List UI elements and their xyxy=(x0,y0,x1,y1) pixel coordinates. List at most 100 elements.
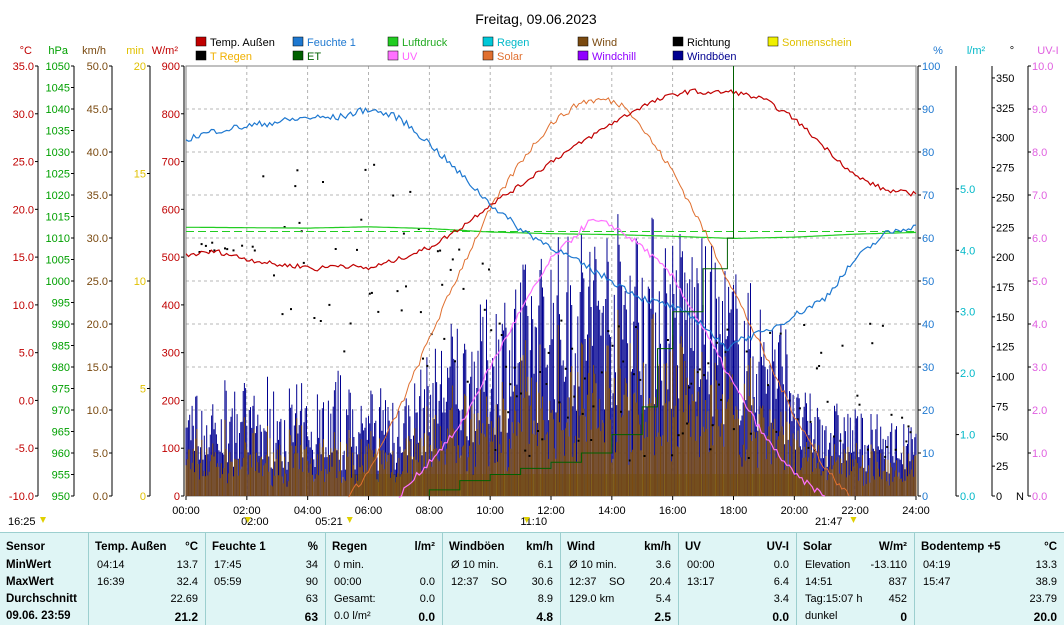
direction-point xyxy=(711,424,714,427)
direction-point xyxy=(498,322,501,325)
stats-cell: Tag:15:07 h xyxy=(805,593,863,605)
direction-point xyxy=(686,422,689,425)
stats-cell: 452 xyxy=(888,593,907,605)
direction-point xyxy=(688,386,691,389)
direction-point xyxy=(803,324,806,326)
sun-marker-label: 16:25 xyxy=(8,516,36,528)
direction-point xyxy=(745,350,748,353)
right-axis-tick-label: 50 xyxy=(996,431,1008,443)
stats-cell: 837 xyxy=(888,576,907,588)
legend-swatch xyxy=(292,36,304,47)
left-axis-tick-label: 5.0 xyxy=(93,448,108,460)
direction-point xyxy=(349,322,352,325)
right-axis-tick-label: 70 xyxy=(922,190,934,202)
stats-cell: 12:37 xyxy=(451,576,479,588)
right-axis-tick-label: 2.0 xyxy=(960,368,975,380)
direction-point xyxy=(439,249,442,252)
direction-point xyxy=(807,446,810,449)
direction-point xyxy=(488,268,490,271)
direction-point xyxy=(809,420,812,423)
left-axis-tick-label: 20.0 xyxy=(13,204,34,216)
humidity-series xyxy=(185,107,917,351)
direction-point xyxy=(696,371,699,374)
direction-point xyxy=(426,364,429,367)
stats-cell: km/h xyxy=(644,541,671,553)
direction-point xyxy=(643,455,646,457)
direction-point xyxy=(881,324,884,327)
direction-point xyxy=(666,339,669,341)
left-axis-tick-label: 980 xyxy=(52,362,70,374)
direction-point xyxy=(583,377,586,380)
direction-point xyxy=(211,241,214,244)
left-axis-tick-label: 965 xyxy=(52,427,70,439)
direction-point xyxy=(198,251,201,253)
left-axis-tick-label: 10.0 xyxy=(87,405,108,417)
stats-cell: W/m² xyxy=(878,541,907,553)
direction-point xyxy=(703,374,706,377)
right-axis-tick-label: 325 xyxy=(996,103,1014,115)
right-axis-unit: % xyxy=(933,45,943,57)
stats-cell: 09.06. 23:59 xyxy=(6,610,71,622)
direction-point xyxy=(449,268,452,271)
legend-swatch xyxy=(672,36,684,47)
direction-point xyxy=(749,432,752,435)
legend-label: Windchill xyxy=(592,51,636,63)
direction-point xyxy=(547,351,550,354)
direction-point xyxy=(436,250,439,253)
uv-series xyxy=(398,218,825,498)
stats-cell: 04:14 xyxy=(97,559,125,571)
stats-cell: 30.6 xyxy=(531,576,553,588)
stats-cell: 04:19 xyxy=(923,559,951,571)
legend-label: UV xyxy=(402,51,418,63)
stats-cell: 0.0 xyxy=(418,610,435,624)
direction-point xyxy=(232,249,235,252)
stats-cell: MaxWert xyxy=(6,576,54,588)
stats-column: Sensor MinWert MaxWert Durchschnitt 09.06. 2… xyxy=(0,533,88,625)
stats-cell: 2.5 xyxy=(654,610,671,624)
left-axis-tick-label: 0 xyxy=(174,491,180,503)
direction-point xyxy=(273,274,275,277)
left-axis-tick-label: 15 xyxy=(134,169,146,181)
left-axis-tick-label: 990 xyxy=(52,319,70,331)
left-axis-tick-label: 700 xyxy=(162,157,180,169)
left-axis-tick-label: 970 xyxy=(52,405,70,417)
stats-cell: Ø 10 min. xyxy=(569,559,617,571)
right-axis-tick-label: 100 xyxy=(996,372,1014,384)
stats-cell: 4.8 xyxy=(536,610,553,624)
stats-cell: 0.0 xyxy=(772,610,789,624)
left-axis-tick-label: 800 xyxy=(162,109,180,121)
stats-cell: UV xyxy=(685,541,701,553)
direction-point xyxy=(494,449,497,451)
right-axis-tick-label: 30 xyxy=(922,362,934,374)
direction-point xyxy=(402,232,405,235)
stats-cell: Temp. Außen xyxy=(95,541,167,553)
direction-point xyxy=(356,248,358,251)
direction-point xyxy=(558,401,561,404)
direction-point xyxy=(798,407,801,410)
left-axis-tick-label: 10 xyxy=(134,276,146,288)
sun-marker-arrow xyxy=(523,517,530,523)
left-axis-tick-label: 900 xyxy=(162,61,180,73)
sun-marker-arrow xyxy=(244,517,251,523)
legend-label: Solar xyxy=(497,51,523,63)
right-axis-tick-label: 8.0 xyxy=(1032,147,1047,159)
direction-point xyxy=(360,218,363,221)
direction-north-label: N xyxy=(1016,491,1024,503)
direction-point xyxy=(715,341,718,344)
x-axis-tick-label: 12:00 xyxy=(537,505,565,517)
stats-cell: Solar xyxy=(803,541,832,553)
stats-cell: 17:45 xyxy=(214,559,242,571)
stats-cell: 16:39 xyxy=(97,576,125,588)
right-axis-tick-label: 150 xyxy=(996,312,1014,324)
direction-point xyxy=(732,428,735,431)
direction-point xyxy=(869,322,872,325)
direction-point xyxy=(422,357,424,360)
legend-swatch xyxy=(767,36,779,47)
direction-point xyxy=(581,412,584,415)
direction-point xyxy=(611,344,614,347)
direction-point xyxy=(901,416,904,419)
right-axis-tick-label: 10.0 xyxy=(1032,61,1053,73)
direction-point xyxy=(541,438,544,441)
direction-point xyxy=(313,317,316,319)
stats-column: Wind km/h Ø 10 min. 3.6 12:37 SO 20.4 129.0 km 5… xyxy=(560,533,679,625)
